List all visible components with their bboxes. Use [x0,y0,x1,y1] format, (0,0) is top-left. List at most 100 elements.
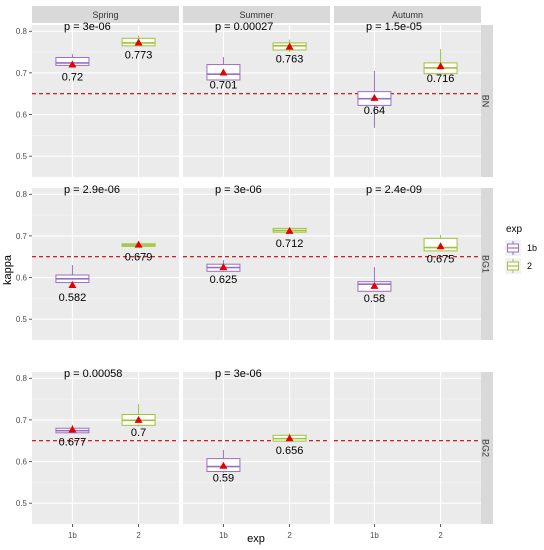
x-tick-label: 1b [219,531,228,540]
p-value-label: p = 1.5e-05 [366,21,422,33]
p-value-label: p = 2.9e-06 [64,184,120,196]
mean-label: 0.773 [125,49,153,61]
box-1b: 0.59 [206,449,241,485]
y-tick-label: 0.8 [16,374,28,383]
column-strip-label: Summer [239,10,273,20]
p-value-label: p = 2.4e-09 [366,184,422,196]
panels-layer: Spring Summer Autumn BN BG1 BG2 0.72 0.773 p = 3… [32,6,493,525]
row-strip-label: BG2 [481,439,491,457]
x-axis-title: exp [247,533,265,545]
x-tick-label: 2 [438,531,443,540]
y-tick-label: 0.5 [16,315,28,324]
mean-marker [436,242,445,250]
mean-marker [219,263,228,271]
axes-layer: 0.5 0.6 0.7 0.8 0.5 0.6 0.7 0.8 0.5 0.6 0.7 0.8 1b 2 1… [16,27,443,540]
panel-background [334,188,481,340]
panel-background [32,372,179,524]
x-tick-label: 1b [68,531,77,540]
y-tick-label: 0.7 [16,416,28,425]
x-tick-label: 2 [136,531,141,540]
row-strip-label: BN [481,95,491,108]
panel [334,372,481,525]
mean-marker [370,93,379,101]
p-value-label: p = 0.00027 [215,21,273,33]
box-1b: 0.677 [55,424,90,448]
panel: 0.64 0.716 p = 1.5e-05 [334,21,481,178]
column-strip-label: Spring [92,10,118,20]
box-2: 0.675 [423,234,458,265]
y-axis-title: kappa [2,254,14,285]
column-strip [183,6,330,23]
p-value-label: p = 3e-06 [64,21,111,33]
column-strip [32,6,179,23]
mean-label: 0.712 [276,238,304,250]
p-value-label: p = 3e-06 [215,368,262,380]
mean-label: 0.716 [427,73,455,85]
panel-background [183,25,330,177]
box-2: 0.763 [272,39,307,66]
panel-background [183,372,330,524]
box-1b: 0.582 [55,265,90,304]
mean-marker [285,42,294,50]
p-value-label: p = 0.00058 [64,368,122,380]
panel: 0.58 0.675 p = 2.4e-09 [334,184,481,341]
mean-marker [68,60,77,68]
legend: exp 1b 2 [505,224,537,274]
box-2: 0.7 [121,404,156,439]
legend-item-1b: 1b [505,240,537,256]
mean-marker [285,434,294,442]
box-2: 0.773 [121,35,156,61]
mean-label: 0.58 [364,293,385,305]
mean-marker [370,281,379,289]
panel: 0.72 0.773 p = 3e-06 [32,21,179,178]
box-1b: 0.72 [55,54,90,84]
mean-marker [219,68,228,76]
mean-label: 0.675 [427,253,455,265]
box-2: 0.712 [272,226,307,250]
mean-label: 0.656 [276,445,304,457]
mean-marker [68,281,77,289]
panel-background [334,372,481,524]
box-2: 0.679 [121,240,156,264]
y-tick-label: 0.5 [16,152,28,161]
box-1b: 0.625 [206,260,241,286]
x-tick-label: 1b [370,531,379,540]
panel-background [32,25,179,177]
p-value-label: p = 3e-06 [215,184,262,196]
row-strip-label: BG1 [481,255,491,273]
legend-item-label: 1b [527,243,537,253]
legend-item-label: 2 [527,261,532,271]
y-tick-label: 0.6 [16,274,28,283]
mean-label: 0.763 [276,54,304,66]
panel: 0.625 0.712 p = 3e-06 [183,184,330,341]
mean-marker [68,425,77,433]
box-2: 0.656 [272,433,307,457]
mean-marker [134,415,143,423]
y-tick-label: 0.6 [16,111,28,120]
y-tick-label: 0.6 [16,458,28,467]
box-2: 0.716 [423,49,458,85]
panel: 0.582 0.679 p = 2.9e-06 [32,184,179,341]
y-tick-label: 0.8 [16,27,28,36]
box-1b: 0.701 [206,57,241,91]
row-strip [478,25,493,177]
mean-marker [285,226,294,234]
mean-label: 0.582 [59,292,87,304]
mean-label: 0.72 [62,72,83,84]
panel: 0.701 0.763 p = 0.00027 [183,21,330,178]
column-strip [334,6,481,23]
y-tick-label: 0.5 [16,499,28,508]
y-tick-label: 0.7 [16,69,28,78]
mean-marker [134,240,143,248]
mean-label: 0.701 [210,79,238,91]
x-tick-label: 2 [287,531,292,540]
mean-label: 0.625 [210,274,238,286]
mean-label: 0.7 [131,427,146,439]
mean-label: 0.679 [125,252,153,264]
legend-item-2: 2 [505,258,532,274]
y-tick-label: 0.8 [16,190,28,199]
panel: 0.59 0.656 p = 3e-06 [183,368,330,525]
box-1b: 0.58 [357,267,392,305]
column-strip-label: Autumn [392,10,423,20]
